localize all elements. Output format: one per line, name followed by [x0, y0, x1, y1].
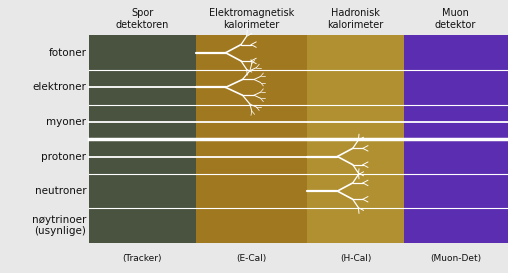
Text: Spor
detektoren: Spor detektoren: [115, 8, 169, 30]
Bar: [404, 35, 508, 243]
Text: Muon
detektor: Muon detektor: [435, 8, 477, 30]
Text: nøytrinoer
(usynlige): nøytrinoer (usynlige): [32, 215, 86, 236]
Text: elektroner: elektroner: [33, 82, 86, 92]
Bar: [307, 35, 404, 243]
Text: Hadronisk
kalorimeter: Hadronisk kalorimeter: [328, 8, 384, 30]
Text: protoner: protoner: [41, 152, 86, 162]
Bar: [196, 35, 307, 243]
Text: (H-Cal): (H-Cal): [340, 254, 371, 263]
Text: fotoner: fotoner: [48, 48, 86, 58]
Text: Elektromagnetisk
kalorimeter: Elektromagnetisk kalorimeter: [209, 8, 294, 30]
Text: myoner: myoner: [46, 117, 86, 127]
Bar: [89, 35, 196, 243]
Text: (E-Cal): (E-Cal): [236, 254, 267, 263]
Text: neutroner: neutroner: [35, 186, 86, 196]
Text: (Tracker): (Tracker): [122, 254, 162, 263]
Text: (Muon-Det): (Muon-Det): [430, 254, 481, 263]
